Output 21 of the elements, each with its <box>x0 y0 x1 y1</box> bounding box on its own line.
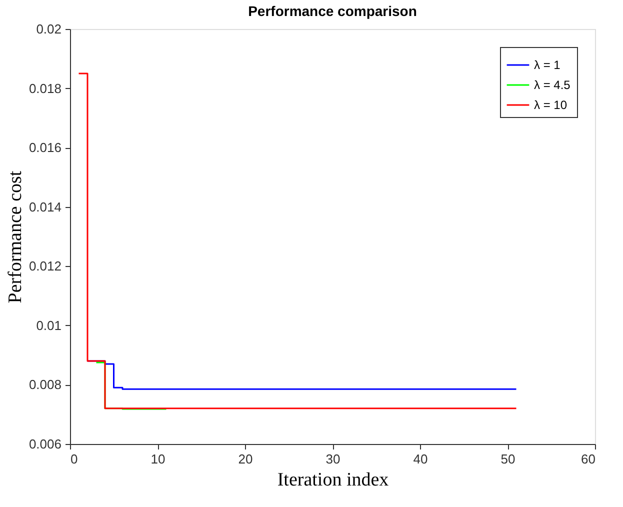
y-tick-label: 0.014 <box>28 199 62 214</box>
y-tick-label: 0.01 <box>36 318 62 333</box>
x-tick-label: 0 <box>70 452 78 466</box>
x-tick-label: 60 <box>581 452 596 466</box>
y-tick-label: 0.008 <box>28 377 62 392</box>
y-tick-label: 0.012 <box>28 258 62 274</box>
x-tick-label: 40 <box>413 452 428 466</box>
legend-label: λ = 4.5 <box>534 78 571 92</box>
x-tick-label: 10 <box>150 452 166 466</box>
x-tick-label: 30 <box>326 452 340 466</box>
y-axis-title: Performance cost <box>4 170 26 304</box>
x-axis-title: Iteration index <box>277 470 390 490</box>
legend-label: λ = 10 <box>534 98 568 112</box>
x-tick-label: 50 <box>500 452 516 466</box>
y-tick-label: 0.006 <box>28 436 62 452</box>
x-tick-label: 20 <box>238 452 253 466</box>
y-tick-label: 0.016 <box>28 140 62 156</box>
chart-title: Performance comparison <box>248 3 417 19</box>
legend-label: λ = 1 <box>534 58 561 72</box>
y-tick-label: 0.02 <box>36 22 62 36</box>
y-tick-label: 0.018 <box>28 80 62 96</box>
